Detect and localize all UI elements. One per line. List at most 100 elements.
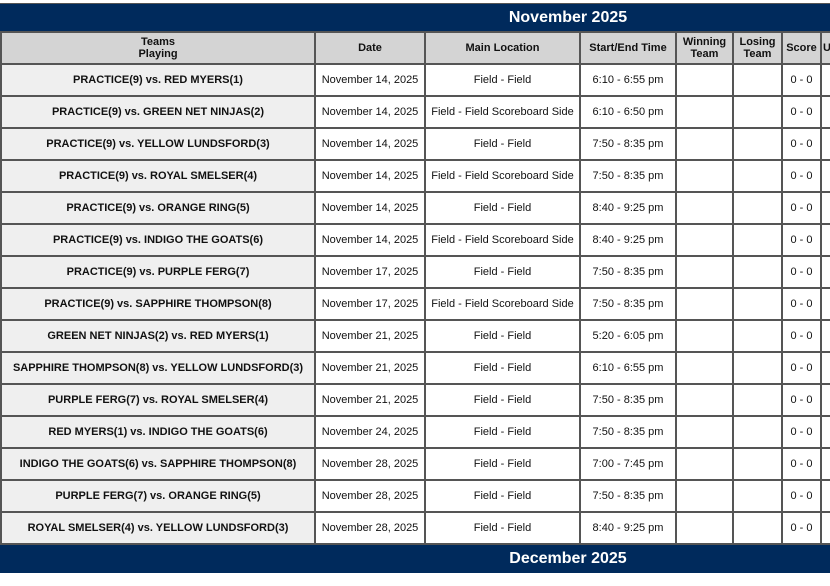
header-losing-line1: Losing xyxy=(739,36,776,48)
cell-score: 0 - 0 xyxy=(781,63,822,97)
cell-empty xyxy=(820,319,830,353)
cell-empty xyxy=(732,351,783,385)
cell-time: 7:50 - 8:35 pm xyxy=(579,383,677,417)
cell-location: Field - Field xyxy=(424,415,581,449)
cell-score: 0 - 0 xyxy=(781,383,822,417)
cell-score: 0 - 0 xyxy=(781,159,822,193)
cell-time: 6:10 - 6:55 pm xyxy=(579,63,677,97)
cell-empty xyxy=(675,351,734,385)
cell-empty xyxy=(675,415,734,449)
cell-time: 7:50 - 8:35 pm xyxy=(579,127,677,161)
cell-date: November 14, 2025 xyxy=(314,191,426,225)
cell-date: November 14, 2025 xyxy=(314,127,426,161)
cell-location: Field - Field xyxy=(424,319,581,353)
cell-empty xyxy=(675,479,734,513)
cell-location: Field - Field xyxy=(424,479,581,513)
cell-empty xyxy=(820,383,830,417)
cell-location: Field - Field xyxy=(424,191,581,225)
cell-location: Field - Field Scoreboard Side xyxy=(424,159,581,193)
cell-empty xyxy=(675,255,734,289)
cell-empty xyxy=(820,95,830,129)
cell-empty xyxy=(732,415,783,449)
header-time: Start/End Time xyxy=(579,31,677,65)
cell-teams: GREEN NET NINJAS(2) vs. RED MYERS(1) xyxy=(0,319,316,353)
cell-date: November 14, 2025 xyxy=(314,159,426,193)
table-row: GREEN NET NINJAS(2) vs. RED MYERS(1) Nove… xyxy=(0,319,830,353)
month-title: November 2025 xyxy=(0,3,830,31)
cell-time: 8:40 - 9:25 pm xyxy=(579,223,677,257)
header-teams: Teams Playing xyxy=(0,31,316,65)
cell-score: 0 - 0 xyxy=(781,351,822,385)
cell-empty xyxy=(732,63,783,97)
cell-date: November 17, 2025 xyxy=(314,287,426,321)
cell-score: 0 - 0 xyxy=(781,415,822,449)
cell-teams: PRACTICE(9) vs. ORANGE RING(5) xyxy=(0,191,316,225)
cell-time: 7:50 - 8:35 pm xyxy=(579,255,677,289)
cell-teams: PRACTICE(9) vs. PURPLE FERG(7) xyxy=(0,255,316,289)
table-row: PURPLE FERG(7) vs. ROYAL SMELSER(4) Novem… xyxy=(0,383,830,417)
cell-empty xyxy=(675,383,734,417)
cell-time: 5:20 - 6:05 pm xyxy=(579,319,677,353)
table-row: PRACTICE(9) vs. ROYAL SMELSER(4) November… xyxy=(0,159,830,193)
cell-time: 7:50 - 8:35 pm xyxy=(579,287,677,321)
cell-empty xyxy=(820,223,830,257)
schedule-table: Teams Playing Date Main Location Start/En… xyxy=(0,31,830,545)
header-location: Main Location xyxy=(424,31,581,65)
cell-empty xyxy=(675,447,734,481)
cell-empty xyxy=(732,319,783,353)
cell-score: 0 - 0 xyxy=(781,127,822,161)
cell-location: Field - Field Scoreboard Side xyxy=(424,95,581,129)
cell-empty xyxy=(732,479,783,513)
table-row: PRACTICE(9) vs. SAPPHIRE THOMPSON(8) Nove… xyxy=(0,287,830,321)
cell-teams: PRACTICE(9) vs. GREEN NET NINJAS(2) xyxy=(0,95,316,129)
cell-teams: PRACTICE(9) vs. SAPPHIRE THOMPSON(8) xyxy=(0,287,316,321)
cell-empty xyxy=(732,383,783,417)
cell-location: Field - Field Scoreboard Side xyxy=(424,223,581,257)
table-row: PRACTICE(9) vs. ORANGE RING(5) November 1… xyxy=(0,191,830,225)
header-score: Score xyxy=(781,31,822,65)
table-row: PRACTICE(9) vs. RED MYERS(1) November 14,… xyxy=(0,63,830,97)
next-month-title: December 2025 xyxy=(0,545,830,573)
cell-teams: SAPPHIRE THOMPSON(8) vs. YELLOW LUNDSFOR… xyxy=(0,351,316,385)
cell-time: 8:40 - 9:25 pm xyxy=(579,511,677,545)
cell-score: 0 - 0 xyxy=(781,479,822,513)
cell-location: Field - Field xyxy=(424,63,581,97)
table-row: PRACTICE(9) vs. INDIGO THE GOATS(6) Novem… xyxy=(0,223,830,257)
cell-score: 0 - 0 xyxy=(781,255,822,289)
cell-empty xyxy=(732,255,783,289)
header-teams-line2: Playing xyxy=(138,48,178,60)
cell-date: November 21, 2025 xyxy=(314,319,426,353)
table-row: PRACTICE(9) vs. YELLOW LUNDSFORD(3) Novem… xyxy=(0,127,830,161)
schedule: November 2025 Teams Playing Date Main Loc… xyxy=(0,3,830,573)
cell-teams: PRACTICE(9) vs. ROYAL SMELSER(4) xyxy=(0,159,316,193)
cell-date: November 14, 2025 xyxy=(314,95,426,129)
cell-empty xyxy=(820,287,830,321)
cell-empty xyxy=(820,351,830,385)
header-winning-line2: Team xyxy=(690,48,719,60)
cell-time: 6:10 - 6:55 pm xyxy=(579,351,677,385)
cell-empty xyxy=(675,223,734,257)
cell-teams: PRACTICE(9) vs. YELLOW LUNDSFORD(3) xyxy=(0,127,316,161)
cell-time: 7:50 - 8:35 pm xyxy=(579,479,677,513)
header-winning-line1: Winning xyxy=(682,36,727,48)
header-teams-line1: Teams xyxy=(140,36,176,48)
cell-empty xyxy=(820,191,830,225)
cell-empty xyxy=(732,191,783,225)
cell-location: Field - Field xyxy=(424,511,581,545)
header-losing-line2: Team xyxy=(743,48,772,60)
cell-score: 0 - 0 xyxy=(781,287,822,321)
cell-time: 7:50 - 8:35 pm xyxy=(579,415,677,449)
cell-empty xyxy=(820,511,830,545)
cell-teams: ROYAL SMELSER(4) vs. YELLOW LUNDSFORD(3) xyxy=(0,511,316,545)
cell-empty xyxy=(820,127,830,161)
cell-empty xyxy=(732,95,783,129)
cell-teams: PRACTICE(9) vs. INDIGO THE GOATS(6) xyxy=(0,223,316,257)
cell-location: Field - Field xyxy=(424,127,581,161)
cell-date: November 21, 2025 xyxy=(314,383,426,417)
cell-location: Field - Field xyxy=(424,255,581,289)
cell-score: 0 - 0 xyxy=(781,223,822,257)
cell-date: November 17, 2025 xyxy=(314,255,426,289)
cell-empty xyxy=(675,159,734,193)
cell-teams: PURPLE FERG(7) vs. ORANGE RING(5) xyxy=(0,479,316,513)
cell-empty xyxy=(820,255,830,289)
